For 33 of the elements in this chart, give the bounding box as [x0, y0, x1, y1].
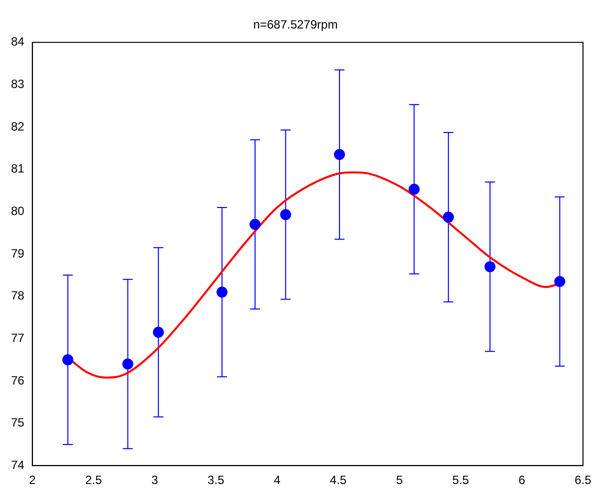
point [334, 149, 345, 160]
point [62, 354, 74, 366]
x-tick-label: 3 [151, 473, 158, 488]
point [280, 209, 292, 220]
y-tick-label: 78 [10, 288, 25, 303]
y-tick-label: 83 [10, 77, 25, 92]
x-tick-label: 6.5 [574, 473, 592, 488]
x-tick-label: 6 [518, 473, 526, 488]
point [554, 276, 566, 288]
point [122, 358, 134, 370]
x-tick-label: 4.5 [330, 473, 347, 488]
y-tick-label: 82 [10, 119, 25, 134]
x-tick-label: 5.5 [452, 473, 470, 488]
point [152, 326, 164, 338]
point [484, 261, 496, 272]
point [408, 184, 420, 195]
y-tick-label: 74 [10, 458, 25, 472]
y-tick-label: 80 [10, 204, 25, 218]
chart-title: n=687.5279rpm [253, 18, 338, 32]
x-tick-label: 5 [396, 473, 404, 488]
y-tick-label: 77 [10, 330, 25, 345]
y-tick-label: 75 [10, 416, 25, 430]
x-tick-label: 3.5 [208, 473, 225, 488]
point [442, 212, 454, 223]
x-tick-label: 4 [274, 473, 281, 488]
y-tick-label: 84 [10, 34, 25, 49]
point [250, 218, 261, 230]
x-tick-label: 2.5 [85, 473, 102, 488]
y-tick-label: 79 [10, 246, 25, 260]
y-tick-label: 76 [10, 373, 25, 388]
x-tick-label: 2 [29, 473, 36, 488]
y-tick-label: 81 [10, 162, 25, 176]
point [216, 286, 228, 298]
